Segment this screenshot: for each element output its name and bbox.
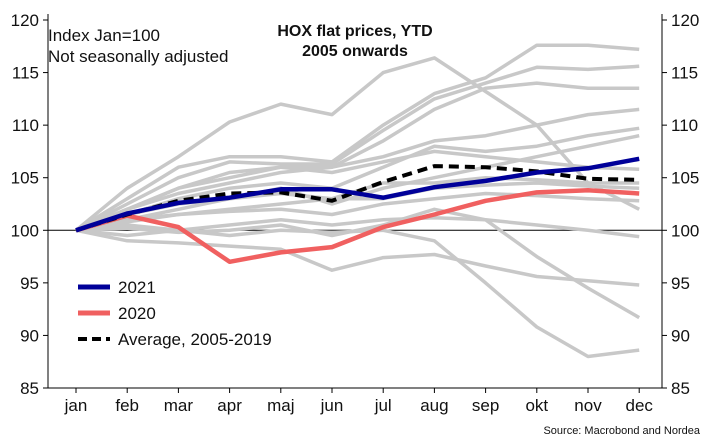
- x-tick-label-jun: jun: [320, 396, 344, 415]
- x-tick-label-dec: dec: [625, 396, 653, 415]
- y-tick-label-right: 90: [671, 326, 690, 345]
- main-series-layer: [75, 156, 640, 265]
- y-tick-label-left: 105: [11, 169, 39, 188]
- y-tick-label-left: 85: [20, 379, 39, 398]
- x-tick-label-apr: apr: [217, 396, 242, 415]
- legend: 2021 2020 Average, 2005-2019: [78, 278, 272, 349]
- y-tick-label-right: 95: [671, 274, 690, 293]
- legend-label-2020: 2020: [118, 304, 156, 323]
- background-series-line-11: [75, 191, 640, 233]
- background-series-line-2: [75, 43, 640, 232]
- x-tick-label-jul: jul: [374, 396, 392, 415]
- series-line-2021: [75, 156, 640, 233]
- source-note: Source: Macrobond and Nordea: [543, 425, 700, 437]
- x-tick-label-sep: sep: [472, 396, 499, 415]
- background-series-line-3: [75, 64, 640, 232]
- y-tick-label-right: 100: [671, 221, 699, 240]
- y-tick-label-left: 100: [11, 221, 39, 240]
- background-series-layer: [74, 43, 641, 359]
- y-tick-label-right: 85: [671, 379, 690, 398]
- series-line-2020: [75, 188, 640, 265]
- legend-label-average: Average, 2005-2019: [118, 330, 272, 349]
- x-tick-label-feb: feb: [115, 396, 139, 415]
- background-series-line-1: [74, 56, 640, 232]
- x-tick-label-aug: aug: [420, 396, 448, 415]
- y-tick-label-left: 120: [11, 11, 39, 30]
- x-tick-label-nov: nov: [574, 396, 602, 415]
- y-tick-label-right: 110: [671, 116, 698, 135]
- y-tick-label-right: 115: [671, 64, 698, 83]
- y-tick-label-right: 120: [671, 11, 699, 30]
- x-tick-label-mar: mar: [164, 396, 194, 415]
- y-tick-label-right: 105: [671, 169, 699, 188]
- chart-note-line-2: Not seasonally adjusted: [48, 47, 229, 66]
- y-tick-label-left: 110: [12, 116, 39, 135]
- y-tick-label-left: 115: [12, 64, 39, 83]
- background-series-line-5: [75, 107, 640, 232]
- x-tick-label-jan: jan: [64, 396, 88, 415]
- background-series-line-13: [75, 228, 640, 287]
- y-tick-label-left: 95: [20, 274, 39, 293]
- axes-layer: 85 85 90 90 95 95 100 100 105 105 110 110 115 115 120 1…: [11, 11, 700, 415]
- legend-label-2021: 2021: [118, 278, 156, 297]
- background-series-line-7: [75, 133, 640, 233]
- y-tick-label-left: 90: [20, 326, 39, 345]
- x-tick-label-maj: maj: [267, 396, 294, 415]
- background-series-line-15: [75, 207, 641, 320]
- chart-subtitle: 2005 onwards: [302, 43, 408, 60]
- chart-title: HOX flat prices, YTD: [277, 23, 432, 40]
- chart-note-line-1: Index Jan=100: [48, 26, 160, 45]
- x-tick-label-okt: okt: [525, 396, 548, 415]
- background-series-line-8: [75, 149, 640, 232]
